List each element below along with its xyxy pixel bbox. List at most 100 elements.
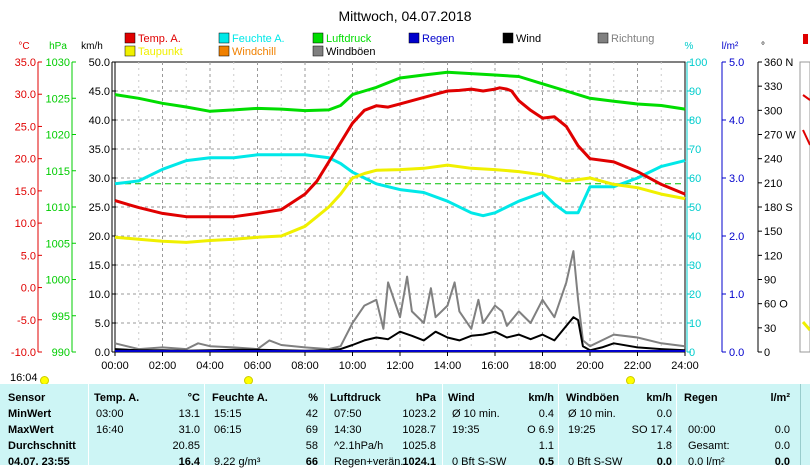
header-gust: Windböen <box>566 392 620 404</box>
row-wind-time-3: 0 Bft S-SW <box>452 456 507 468</box>
wind-tick-label-8: 40.0 <box>89 115 110 127</box>
x-tick-label-7: 14:00 <box>434 360 462 372</box>
right-partial-press-line <box>802 129 810 146</box>
header-wind: Wind <box>448 392 475 404</box>
legend-label-2: Feuchte A. <box>232 33 285 45</box>
wind-tick-label-0: 0.0 <box>95 347 110 359</box>
row-press-time-2: ^2.1hPa/h <box>334 440 384 452</box>
legend-label-6: Regen <box>422 33 454 45</box>
rain-tick-label-5: 5.0 <box>729 57 744 69</box>
statistics-table <box>0 384 800 465</box>
x-tick-label-0: 00:00 <box>101 360 129 372</box>
rain-tick-label-3: 3.0 <box>729 173 744 185</box>
press-tick-label-2: 1000 <box>46 275 70 287</box>
wind-tick-label-10: 50.0 <box>89 57 110 69</box>
rain-axis-unit: l/m² <box>722 41 739 52</box>
temp-tick-label-8: 30.0 <box>15 89 36 101</box>
press-axis-unit: hPa <box>49 41 67 52</box>
row-rain-value-1: 0.0 <box>774 424 790 436</box>
dir-tick-label-4: 120 <box>764 250 782 262</box>
row-hum-value-0: 42 <box>305 408 318 420</box>
row-wind-value-2: 1.1 <box>538 440 554 452</box>
row-hum-time-1: 06:15 <box>214 424 242 436</box>
dir-tick-label-12: 360 N <box>764 57 793 69</box>
wind-tick-label-9: 45.0 <box>89 86 110 98</box>
row-hum-time-3: 9.22 g/m³ <box>214 456 261 468</box>
header-rain-unit: l/m² <box>770 392 790 404</box>
temp-tick-label-0: -10.0 <box>11 347 36 359</box>
right-partial-plot <box>799 61 810 353</box>
series-line-temp-a- <box>114 86 686 219</box>
header-press: Luftdruck <box>330 392 381 404</box>
row-rain-time-1: 00:00 <box>688 424 716 436</box>
row-gust-time-0: Ø 10 min. <box>568 408 616 420</box>
row-gust-value-0: 0.0 <box>656 408 672 420</box>
temp-tick-label-6: 20.0 <box>15 154 36 166</box>
legend-swatch-3 <box>218 45 230 57</box>
row-temp-value-0: 13.1 <box>178 408 200 420</box>
legend-swatch-5 <box>312 45 324 57</box>
press-tick-label-8: 1030 <box>46 57 70 69</box>
row-hum-value-2: 58 <box>305 440 318 452</box>
x-tick-label-4: 08:00 <box>291 360 319 372</box>
legend-label-4: Luftdruck <box>326 33 372 45</box>
row-label-2: Durchschnitt <box>8 440 76 452</box>
temp-tick-label-7: 25.0 <box>15 121 36 133</box>
legend-label-0: Temp. A. <box>138 33 181 45</box>
press-tick-label-6: 1020 <box>46 130 70 142</box>
series <box>114 70 686 352</box>
axis-unit-labels: °C hPa km/h % l/m² ° <box>18 41 765 52</box>
series-line-taupunkt <box>114 163 686 244</box>
right-partial-pressure-tick <box>803 34 808 44</box>
x-tick-label-2: 04:00 <box>196 360 224 372</box>
row-temp-value-1: 31.0 <box>178 424 200 436</box>
rain-tick-label-2: 2.0 <box>729 231 744 243</box>
legend-swatch-1 <box>124 45 136 57</box>
row-label-1: MaxWert <box>8 424 54 436</box>
x-tick-label-5: 10:00 <box>339 360 367 372</box>
dir-tick-label-0: 0 <box>764 347 770 359</box>
press-tick-label-3: 1005 <box>46 238 70 250</box>
dir-tick-label-8: 240 <box>764 154 782 166</box>
legend-label-7: Wind <box>516 33 541 45</box>
legend-swatch-4 <box>312 32 324 44</box>
wind-tick-label-5: 25.0 <box>89 202 110 214</box>
dir-tick-label-11: 330 <box>764 81 782 93</box>
chart-title: Mittwoch, 04.07.2018 <box>338 8 471 24</box>
header-hum: Feuchte A. <box>212 392 268 404</box>
hum-axis-unit: % <box>685 41 694 52</box>
series-line-luftdruck <box>114 70 686 113</box>
table-right-strip <box>800 384 810 465</box>
row-press-value-1: 1028.7 <box>402 424 436 436</box>
header-temp: Temp. A. <box>94 392 140 404</box>
row-temp-time-1: 16:40 <box>96 424 124 436</box>
x-tick-label-8: 16:00 <box>481 360 509 372</box>
row-press-value-3: 1024.1 <box>402 456 436 468</box>
hum-tick-label-0: 0 <box>689 347 695 359</box>
right-partial-temp-line <box>802 94 810 101</box>
wind-axis-unit: km/h <box>81 41 103 52</box>
weather-chart: Mittwoch, 04.07.2018 Temp. A.Taupunkt Feu… <box>11 8 810 372</box>
row-temp-value-2: 20.85 <box>172 440 200 452</box>
row-hum-time-0: 15:15 <box>214 408 242 420</box>
header-press-unit: hPa <box>415 392 436 404</box>
legend-swatch-8 <box>597 32 609 44</box>
row-label-0: MinWert <box>8 408 52 420</box>
row-gust-time-3: 0 Bft S-SW <box>568 456 623 468</box>
temp-tick-label-9: 35.0 <box>15 57 36 69</box>
row-wind-value-0: 0.4 <box>538 408 554 420</box>
x-tick-label-3: 06:00 <box>244 360 272 372</box>
row-rain-time-2: Gesamt: <box>688 440 730 452</box>
x-tick-label-9: 18:00 <box>529 360 557 372</box>
wind-tick-label-3: 15.0 <box>89 260 110 272</box>
legend-swatch-7 <box>502 32 514 44</box>
wind-tick-label-2: 10.0 <box>89 289 110 301</box>
series-line-feuchte-a- <box>114 153 686 218</box>
dir-tick-label-2: 60 O <box>764 299 788 311</box>
series-line-windb-en <box>114 250 686 351</box>
header-wind-unit: km/h <box>528 392 554 404</box>
row-rain-value-3: 0.0 <box>774 456 790 468</box>
legend: Temp. A.Taupunkt Feuchte A.Windchill Luftd… <box>124 32 654 58</box>
row-press-time-0: 07:50 <box>334 408 362 420</box>
hum-tick-label-5: 50 <box>689 202 701 214</box>
